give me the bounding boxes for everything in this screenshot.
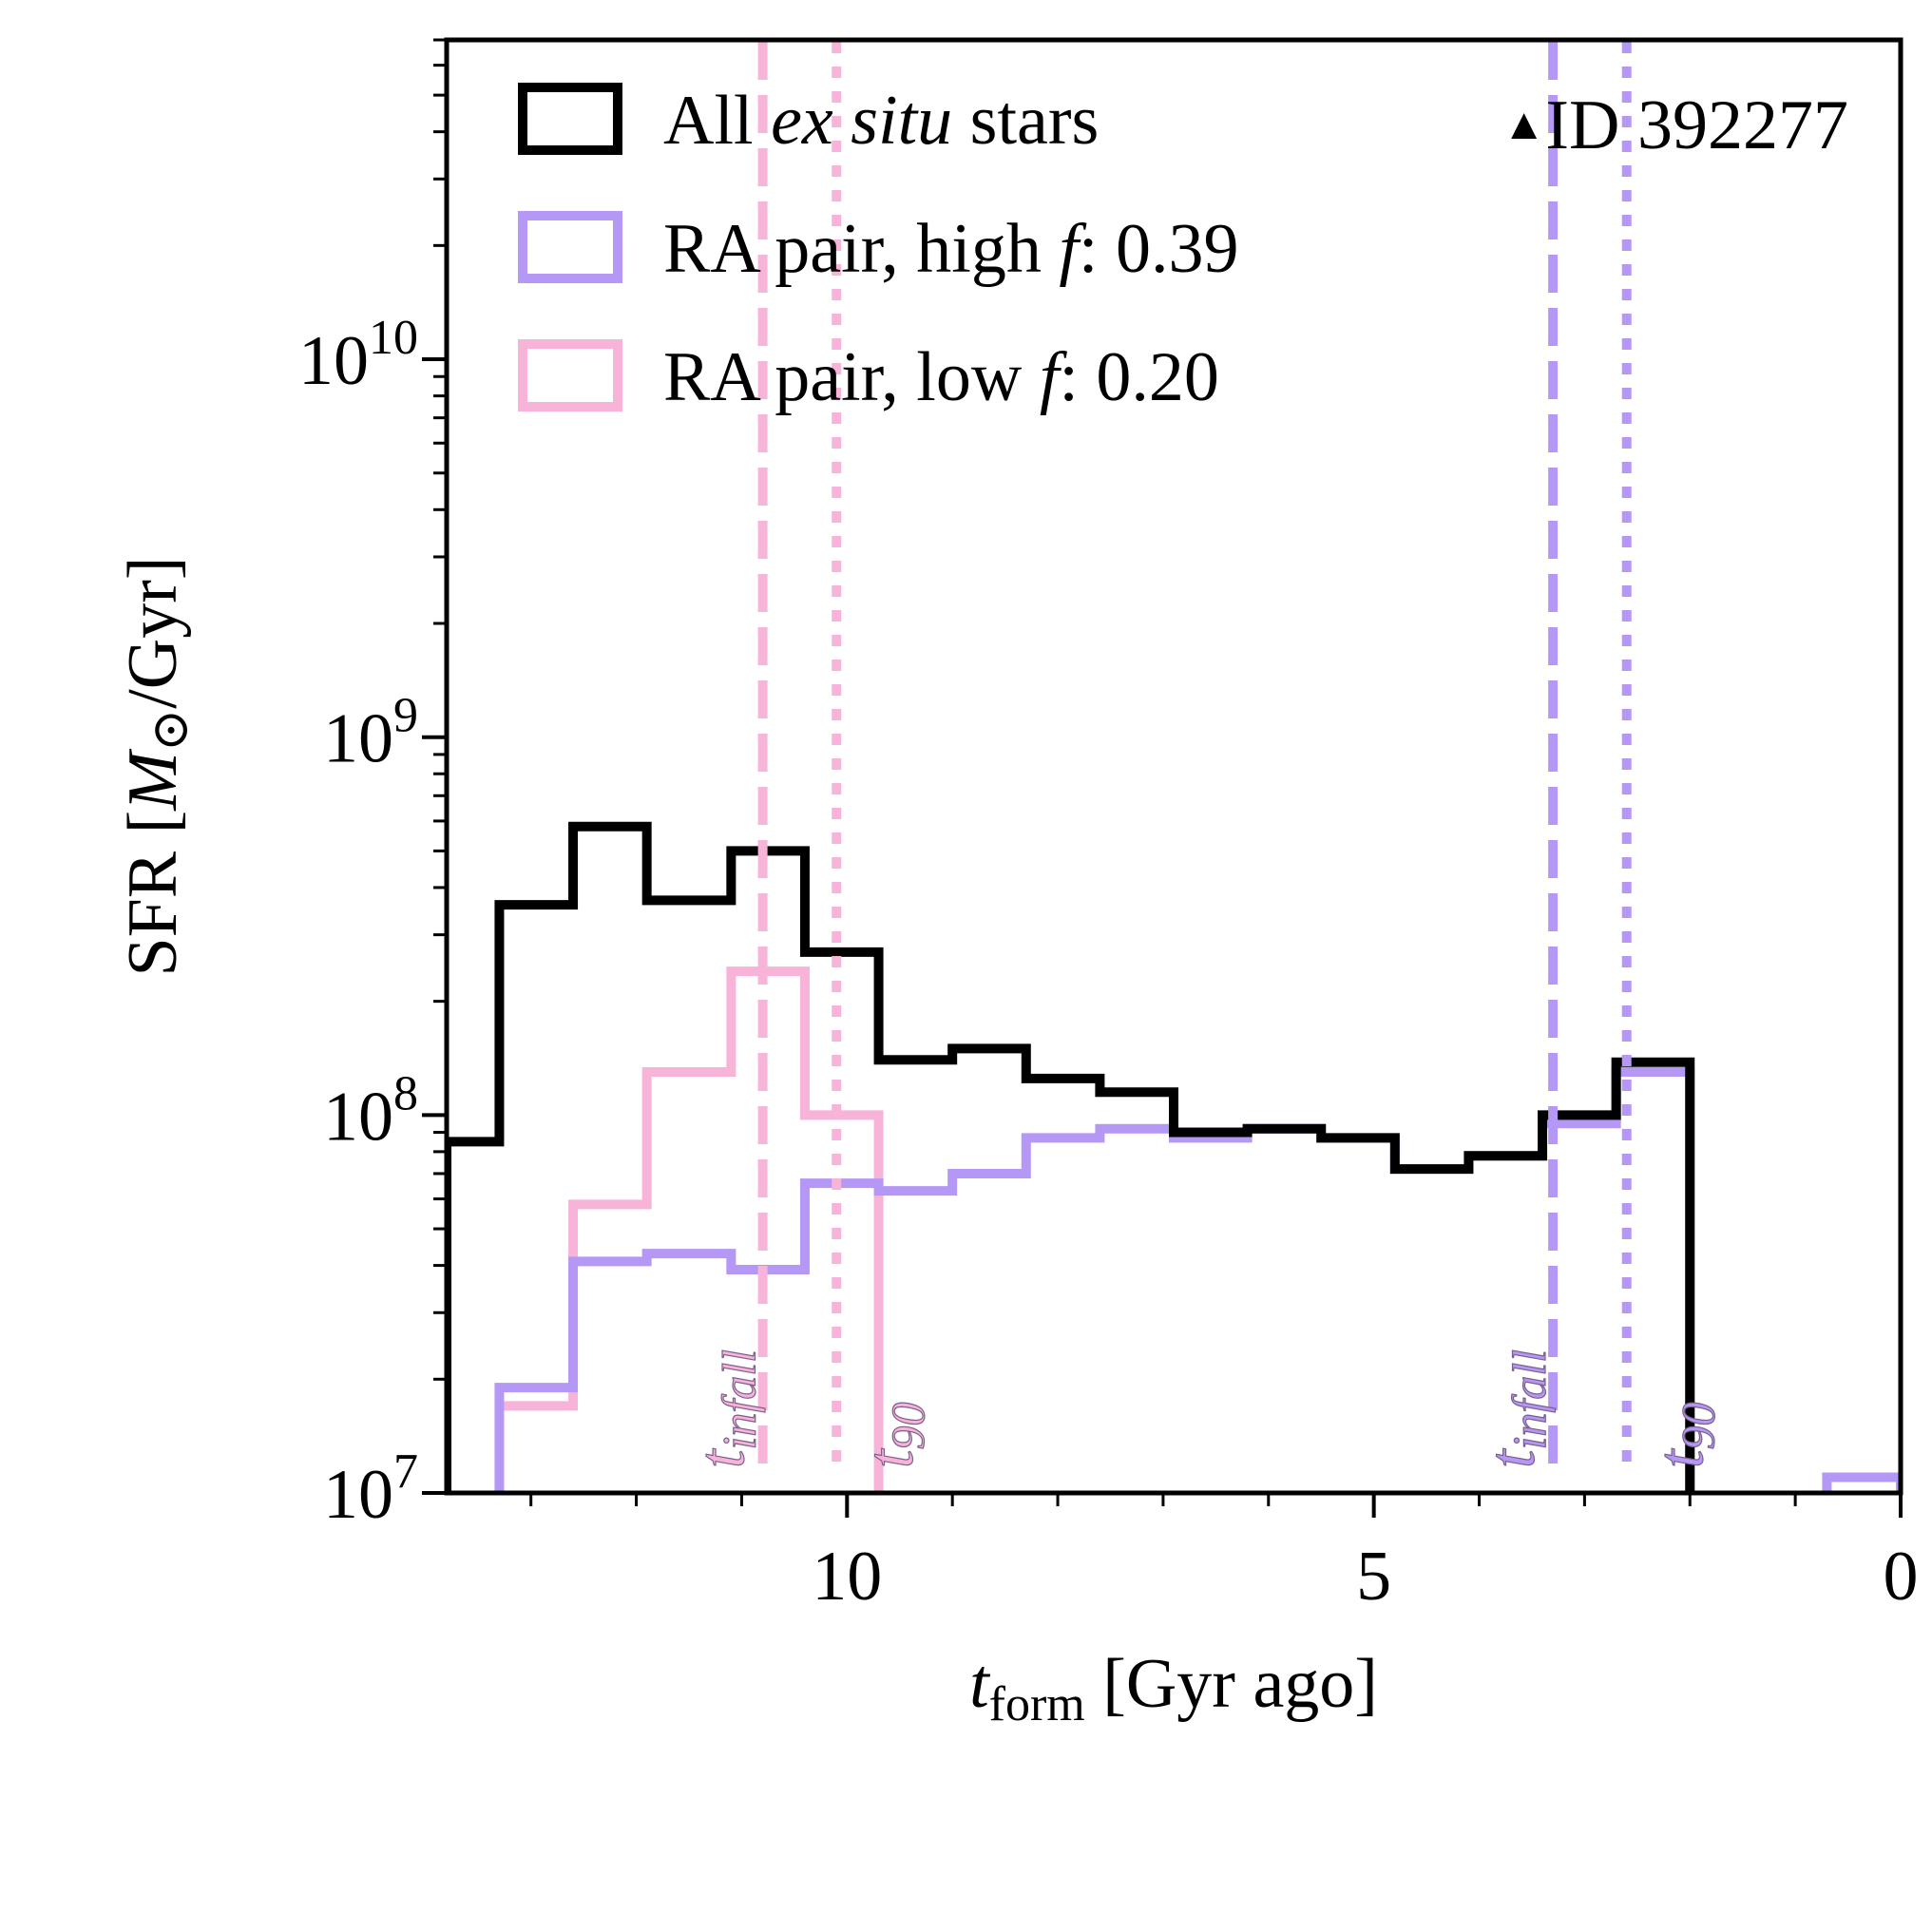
legend-pre: RA pair, high xyxy=(663,210,1059,288)
annotation-main: t xyxy=(1476,1448,1549,1468)
plot-frame xyxy=(444,37,1903,1496)
legend-post: stars xyxy=(952,82,1099,160)
reference-lines xyxy=(757,42,1632,1464)
id-marker: ▲ xyxy=(1502,100,1546,148)
legend-italic: ex situ xyxy=(771,82,952,160)
legend-label-1: RA pair, high f: 0.39 xyxy=(663,210,1238,288)
annotation-main: t xyxy=(1645,1448,1718,1468)
x-label-main: t xyxy=(969,1645,991,1723)
x-tick-label: 0 xyxy=(1884,1538,1919,1616)
x-label-sub: form xyxy=(989,1677,1085,1731)
legend-label-2: RA pair, low f: 0.20 xyxy=(663,338,1219,416)
legend-swatch-0 xyxy=(518,83,622,155)
annotation-sub: infall xyxy=(713,1349,766,1450)
x-axis-label: tform [Gyr ago] xyxy=(969,1645,1378,1731)
annotation-1: t90 xyxy=(854,1403,934,1468)
plot-area xyxy=(447,821,1901,1493)
annotation-main: t xyxy=(854,1448,928,1468)
series-0 xyxy=(447,821,1695,1493)
y-axis-label: SFR [M⊙/Gyr] xyxy=(114,556,199,976)
annotation-2: tinfall xyxy=(1476,1349,1556,1468)
annotation-main: t xyxy=(686,1448,759,1468)
legend-swatch-1 xyxy=(518,211,622,283)
y-tick-exp: 10 xyxy=(369,311,418,365)
y-label-m: M xyxy=(114,748,192,812)
legend-post: : 0.20 xyxy=(1059,338,1219,416)
annotation-3: t90 xyxy=(1645,1403,1725,1468)
y-tick-base: 10 xyxy=(323,1456,393,1534)
series-2 xyxy=(494,966,884,1493)
y-tick-base: 10 xyxy=(323,1078,393,1156)
y-tick-exp: 8 xyxy=(393,1066,418,1120)
annotation-0: tinfall xyxy=(686,1349,766,1468)
legend-label-0: All ex situ stars xyxy=(663,82,1099,160)
x-label-rest: [Gyr ago] xyxy=(1085,1645,1378,1723)
legend-pre: RA pair, low xyxy=(663,338,1040,416)
y-tick-base: 10 xyxy=(298,322,369,400)
y-label-post: /Gyr] xyxy=(114,556,192,708)
y-tick-exp: 9 xyxy=(393,689,418,743)
legend-pre: All xyxy=(663,82,771,160)
y-tick-label: 1010 xyxy=(298,311,418,400)
id-label: ▲ID 392277 xyxy=(1502,86,1848,164)
y-label-sun: ⊙ xyxy=(142,709,199,752)
y-tick-label: 107 xyxy=(323,1444,418,1534)
annotation-sub: infall xyxy=(1502,1349,1556,1450)
histogram-step-1 xyxy=(494,1067,1901,1493)
annotation-sub: 90 xyxy=(1672,1403,1725,1450)
x-tick-label: 10 xyxy=(812,1538,882,1616)
y-tick-label: 108 xyxy=(323,1066,418,1156)
histogram-step-2 xyxy=(494,966,884,1493)
y-label-pre: SFR [ xyxy=(114,811,192,977)
histogram-step-0 xyxy=(447,821,1695,1493)
legend-post: : 0.39 xyxy=(1079,210,1239,288)
id-text: ID 392277 xyxy=(1545,86,1848,164)
series-1 xyxy=(494,1067,1901,1493)
annotation-sub: 90 xyxy=(881,1403,934,1450)
y-tick-base: 10 xyxy=(323,700,393,778)
legend-swatch-2 xyxy=(518,339,622,411)
x-tick-label: 5 xyxy=(1356,1538,1391,1616)
y-tick-label: 109 xyxy=(323,689,418,778)
y-tick-exp: 7 xyxy=(393,1444,418,1499)
